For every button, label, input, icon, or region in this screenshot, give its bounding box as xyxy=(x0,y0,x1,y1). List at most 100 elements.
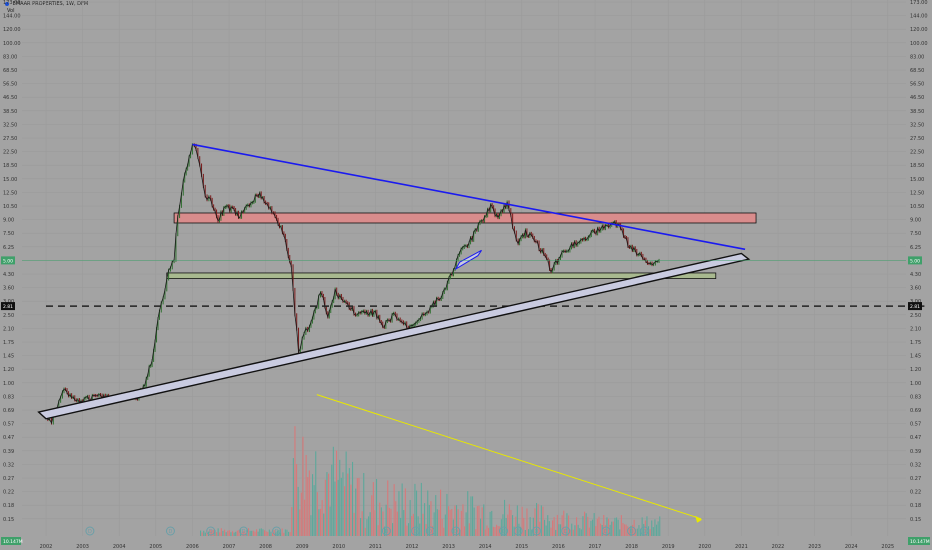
volume-bar xyxy=(614,517,616,536)
volume-bar xyxy=(489,511,491,536)
volume-bar xyxy=(620,515,622,536)
volume-bar xyxy=(580,529,582,536)
volume-bar xyxy=(529,517,531,536)
volume-bar xyxy=(654,519,656,536)
volume-bar xyxy=(211,530,213,536)
volume-bar xyxy=(505,518,507,536)
price-line xyxy=(45,144,660,425)
volume-bar xyxy=(260,528,262,536)
volume-bar xyxy=(262,529,264,536)
y-tick-label: 2.50 xyxy=(3,313,14,319)
volume-bar xyxy=(252,530,254,536)
volume-bar xyxy=(600,523,602,536)
volume-bar xyxy=(433,512,435,536)
x-tick-label: 2014 xyxy=(479,544,492,550)
volume-bar xyxy=(236,530,238,536)
x-tick-label: 2021 xyxy=(735,544,748,550)
volume-bar xyxy=(494,527,496,536)
event-marker-label: D xyxy=(414,529,418,535)
volume-bar xyxy=(214,530,216,536)
volume-bar xyxy=(649,529,651,536)
volume-bar xyxy=(563,510,565,536)
y-tick-label: 0.32 xyxy=(910,462,921,468)
volume-bar xyxy=(348,468,350,536)
y-tick-label: 22.50 xyxy=(910,150,924,156)
volume-bar xyxy=(222,530,224,536)
volume-bar xyxy=(212,529,214,536)
volume-bar xyxy=(364,527,366,536)
volume-bar xyxy=(427,490,429,536)
volume-bar xyxy=(483,504,485,536)
trend-lines xyxy=(37,143,925,523)
x-tick-label: 2017 xyxy=(589,544,602,550)
y-tick-label: 1.00 xyxy=(3,381,14,387)
volume-bar xyxy=(257,531,259,536)
volume-bar xyxy=(227,530,229,536)
y-tick-label: 0.69 xyxy=(3,408,14,414)
volume-bar xyxy=(379,502,381,536)
volume-bar xyxy=(331,464,333,536)
volume-badge-right-text: 10.147M xyxy=(910,539,930,545)
y-tick-label: 1.45 xyxy=(910,354,921,360)
volume-bar xyxy=(476,506,478,536)
volume-bar xyxy=(411,516,413,536)
event-marker-label: D xyxy=(209,529,213,535)
volume-bar xyxy=(443,527,445,536)
volume-bar xyxy=(230,532,232,536)
volume-bar xyxy=(520,526,522,536)
volume-bar xyxy=(638,525,640,536)
volume-bar xyxy=(299,509,301,536)
x-tick-label: 2013 xyxy=(442,544,455,550)
volume-bar xyxy=(417,516,419,536)
chart-title[interactable]: EMAAR PROPERTIES, 1W, DFM xyxy=(12,1,89,7)
volume-bar xyxy=(401,483,403,536)
volume-bar xyxy=(560,524,562,536)
volume-bar xyxy=(478,505,480,536)
volume-bar xyxy=(377,525,379,536)
y-tick-label: 12.50 xyxy=(910,190,924,196)
level-badge-left xyxy=(1,302,15,311)
y-tick-label: 2.10 xyxy=(3,326,14,332)
x-tick-label: 2005 xyxy=(149,544,162,550)
event-marker-icon xyxy=(85,526,95,536)
y-tick-label: 0.15 xyxy=(910,517,921,523)
price-badge-left-text: 5.00 xyxy=(3,258,13,264)
volume-bar xyxy=(446,493,448,536)
volume-bar xyxy=(659,516,661,536)
volume-bar xyxy=(328,473,330,536)
y-tick-label: 32.50 xyxy=(910,122,924,128)
volume-bar xyxy=(484,529,486,536)
volume-bar xyxy=(472,496,474,536)
y-tick-label: 1.20 xyxy=(910,367,921,373)
volume-bar xyxy=(441,518,443,536)
y-tick-label: 3.60 xyxy=(3,286,14,292)
volume-bar xyxy=(272,532,274,536)
volume-bar xyxy=(267,531,269,536)
volume-bar xyxy=(345,451,347,536)
volume-bar xyxy=(326,472,328,536)
event-marker-label: D xyxy=(428,529,432,535)
y-tick-label: 2.50 xyxy=(910,313,921,319)
volume-bar xyxy=(372,482,374,536)
y-tick-label: 1.20 xyxy=(3,367,14,373)
x-tick-label: 2010 xyxy=(332,544,345,550)
y-tick-label: 4.30 xyxy=(3,272,14,278)
volume-bar xyxy=(544,519,546,536)
volume-bar xyxy=(510,509,512,536)
y-tick-label: 0.18 xyxy=(3,503,14,509)
y-tick-label: 15.00 xyxy=(910,177,924,183)
volume-bar xyxy=(644,520,646,536)
y-tick-label: 0.39 xyxy=(3,449,14,455)
y-tick-label: 56.50 xyxy=(910,82,924,88)
volume-bar xyxy=(232,531,234,536)
x-tick-label: 2002 xyxy=(40,544,53,550)
event-marker-label: D xyxy=(630,529,634,535)
y-tick-label: 0.22 xyxy=(910,490,921,496)
volume-bar xyxy=(256,529,258,536)
volume-bar xyxy=(449,509,451,536)
volume-bar xyxy=(414,483,416,536)
x-tick-label: 2007 xyxy=(223,544,236,550)
volume-bar xyxy=(598,516,600,536)
event-marker-label: D xyxy=(642,529,646,535)
